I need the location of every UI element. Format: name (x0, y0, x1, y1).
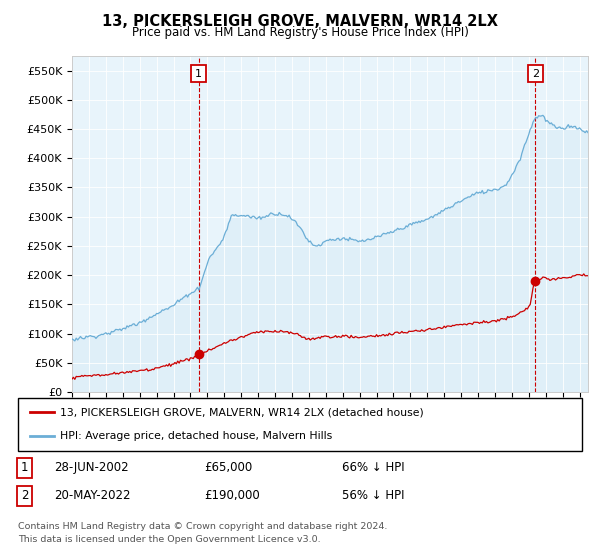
Text: 66% ↓ HPI: 66% ↓ HPI (342, 461, 404, 474)
Text: 56% ↓ HPI: 56% ↓ HPI (342, 489, 404, 502)
Text: 2: 2 (532, 68, 539, 78)
Text: 2: 2 (21, 489, 29, 502)
Text: 13, PICKERSLEIGH GROVE, MALVERN, WR14 2LX: 13, PICKERSLEIGH GROVE, MALVERN, WR14 2L… (102, 14, 498, 29)
Text: Price paid vs. HM Land Registry's House Price Index (HPI): Price paid vs. HM Land Registry's House … (131, 26, 469, 39)
Text: 1: 1 (21, 461, 29, 474)
Text: 20-MAY-2022: 20-MAY-2022 (54, 489, 131, 502)
Text: 1: 1 (195, 68, 202, 78)
Text: £65,000: £65,000 (204, 461, 252, 474)
Text: £190,000: £190,000 (204, 489, 260, 502)
Text: Contains HM Land Registry data © Crown copyright and database right 2024.: Contains HM Land Registry data © Crown c… (18, 522, 388, 531)
Text: This data is licensed under the Open Government Licence v3.0.: This data is licensed under the Open Gov… (18, 535, 320, 544)
Text: HPI: Average price, detached house, Malvern Hills: HPI: Average price, detached house, Malv… (60, 431, 332, 441)
Text: 13, PICKERSLEIGH GROVE, MALVERN, WR14 2LX (detached house): 13, PICKERSLEIGH GROVE, MALVERN, WR14 2L… (60, 408, 424, 418)
Text: 28-JUN-2002: 28-JUN-2002 (54, 461, 128, 474)
